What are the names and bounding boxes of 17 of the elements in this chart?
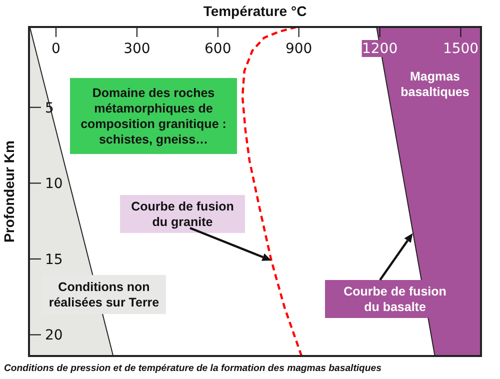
text: Conditions de pression et de température de la formation des magmas basaltiques bbox=[4, 363, 382, 374]
y-axis-title: Profondeur Km bbox=[1, 140, 17, 242]
x-tick-label: 300 bbox=[124, 41, 150, 57]
y-tick-label: 10 bbox=[45, 176, 63, 192]
annotation: Conditions non réalisées sur Terre bbox=[48, 280, 160, 310]
x-tick-label: 600 bbox=[204, 41, 232, 57]
x-tick-label: 0 bbox=[52, 41, 60, 57]
y-tick-label: 15 bbox=[45, 252, 63, 268]
annotation: Magmas basaltiques bbox=[400, 70, 470, 100]
x-tick-label: 1500 bbox=[442, 41, 479, 57]
x-axis-title: Température °C bbox=[203, 3, 307, 19]
x-tick-label: 900 bbox=[285, 41, 312, 57]
annotation: Courbe de fusion du basalte bbox=[344, 284, 446, 314]
y-tick-label: 20 bbox=[45, 328, 63, 344]
x-tick-label: 1200 bbox=[362, 41, 398, 57]
annotation: Domaine des roches métamorphiques de composition granitique : schistes, gneiss… bbox=[80, 86, 226, 147]
annotation: Courbe de fusion du granite bbox=[131, 200, 234, 230]
